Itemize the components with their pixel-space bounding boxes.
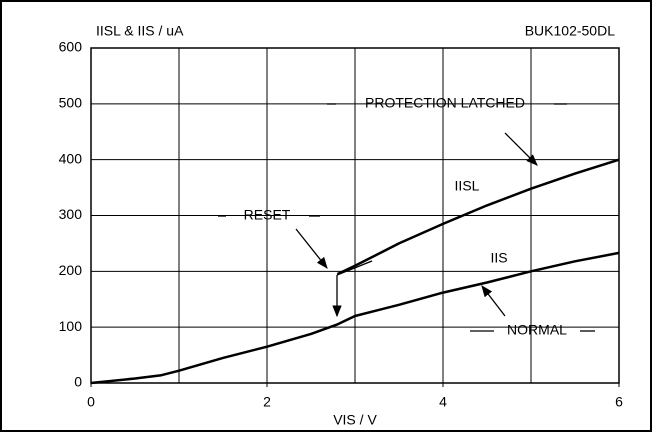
series-line <box>336 158 620 276</box>
y-tick-label: 300 <box>59 206 83 222</box>
series-label: IIS <box>490 250 507 266</box>
y-tick-label: 400 <box>59 150 83 166</box>
x-tick-label: 4 <box>439 394 447 410</box>
y-tick-label: 100 <box>59 318 83 334</box>
series-line <box>90 251 620 385</box>
chart-title: BUK102-50DL <box>525 23 615 39</box>
x-tick-label: 0 <box>87 394 95 410</box>
annotation: NORMAL <box>507 322 567 338</box>
y-axis-label: IISL & IIS / uA <box>96 23 184 39</box>
x-tick-label: 6 <box>615 394 623 410</box>
x-tick-label: 2 <box>263 394 271 410</box>
y-tick-label: 600 <box>59 39 83 55</box>
y-tick-label: 500 <box>59 95 83 111</box>
y-tick-label: 0 <box>74 374 82 390</box>
x-axis-label: VIS / V <box>333 412 377 428</box>
annotation: PROTECTION LATCHED <box>365 95 525 111</box>
y-tick-label: 200 <box>59 262 83 278</box>
series-label: IISL <box>455 178 480 194</box>
